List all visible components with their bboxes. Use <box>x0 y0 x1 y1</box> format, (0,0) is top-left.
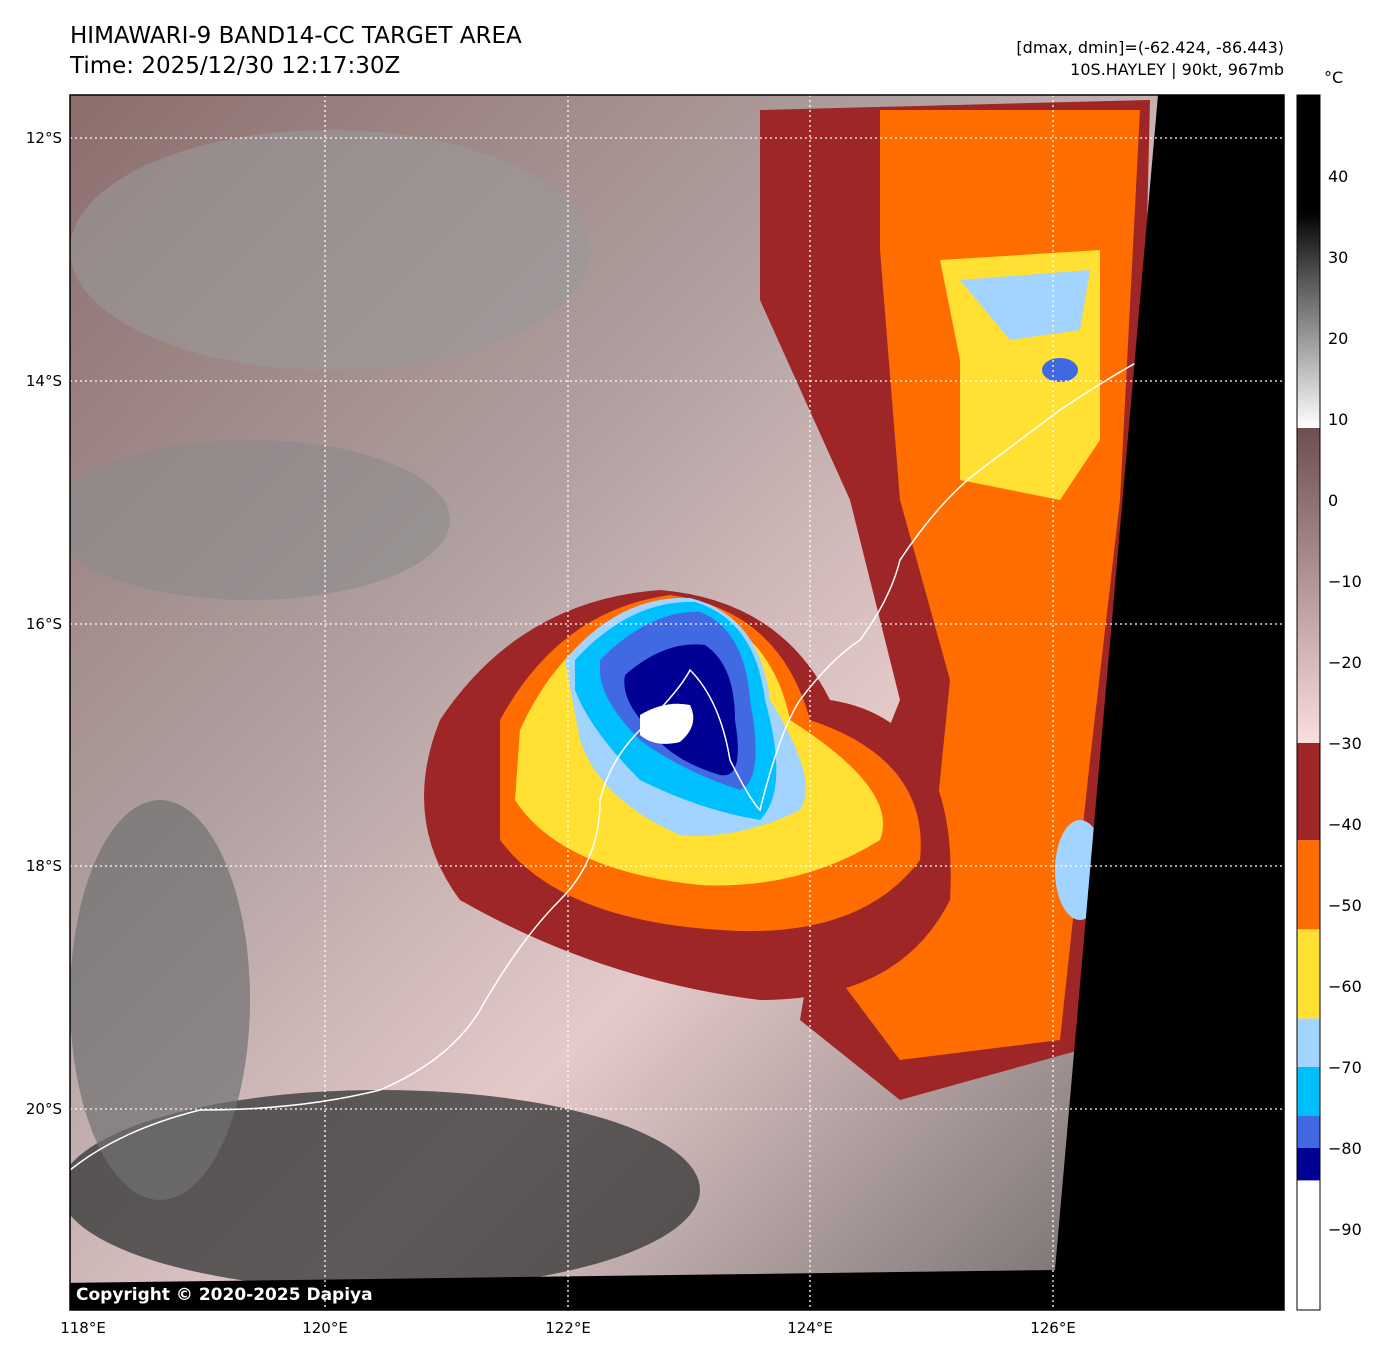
lon-label: 124°E <box>787 1319 833 1337</box>
temperature-range: [dmax, dmin]=(-62.424, -86.443) <box>1016 38 1284 57</box>
colorbar-grey-segment <box>1297 95 1320 428</box>
colorbar-unit: °C <box>1324 68 1344 87</box>
colorbar-segment <box>1297 1115 1320 1148</box>
colorbar-segment <box>1297 1067 1320 1116</box>
lon-label: 118°E <box>60 1319 106 1337</box>
lat-label: 16°S <box>26 615 62 633</box>
no-data-area <box>70 95 1284 1310</box>
grey-cloud-area <box>70 440 450 600</box>
colorbar-frame <box>1296 94 1321 1311</box>
colorbar-segment <box>1297 1018 1320 1067</box>
lat-label: 20°S <box>26 1100 62 1118</box>
colorbar-tick-label: 0 <box>1328 491 1338 510</box>
colorbar-tick-label: −60 <box>1328 977 1362 996</box>
colorbar-segment <box>1297 1148 1320 1181</box>
grey-cloud-area <box>70 130 590 370</box>
colorbar-tick-label: 40 <box>1328 167 1348 186</box>
colorbar-tick-label: −20 <box>1328 653 1362 672</box>
colorbar-segment <box>1297 1180 1320 1310</box>
colorbar-tick-label: −50 <box>1328 896 1362 915</box>
colorbar-tick-label: −70 <box>1328 1058 1362 1077</box>
colorbar-tick-label: −30 <box>1328 734 1362 753</box>
colorbar-segment <box>1297 929 1320 1019</box>
cold-cloud <box>1042 358 1078 382</box>
graticule <box>70 95 1284 1310</box>
colorbar <box>1296 94 1321 1311</box>
coastline <box>70 349 1281 1171</box>
colorbar-tick-label: 10 <box>1328 410 1348 429</box>
colorbar-segment <box>1297 840 1320 930</box>
coldest-cloud-tops <box>640 703 694 744</box>
chart-title: HIMAWARI-9 BAND14-CC TARGET AREA <box>70 23 522 49</box>
lon-label: 122°E <box>545 1319 591 1337</box>
grey-cloud-area <box>70 1090 700 1290</box>
lat-label: 14°S <box>26 372 62 390</box>
colorbar-ticks: 40 30 20 10 0 −10 −20 −30 −40 −50 −60 −70 −80 −90 <box>1328 167 1362 1239</box>
colorbar-tick-label: −40 <box>1328 815 1362 834</box>
lon-label: 126°E <box>1030 1319 1076 1337</box>
lat-label: 12°S <box>26 129 62 147</box>
copyright: Copyright © 2020-2025 Dapiya <box>76 1285 373 1305</box>
lat-label: 18°S <box>26 857 62 875</box>
colorbar-pink-segment <box>1297 428 1320 748</box>
timestamp: Time: 2025/12/30 12:17:30Z <box>70 53 401 79</box>
colorbar-tick-label: 20 <box>1328 329 1348 348</box>
lon-label: 120°E <box>302 1319 348 1337</box>
cold-cloud <box>960 270 1090 340</box>
storm-info: 10S.HAYLEY | 90kt, 967mb <box>1070 60 1284 79</box>
grey-cloud-area <box>70 800 250 1200</box>
colorbar-tick-label: −10 <box>1328 572 1362 591</box>
colorbar-tick-label: 30 <box>1328 248 1348 267</box>
map-frame <box>69 94 1285 1311</box>
colorbar-tick-label: −80 <box>1328 1139 1362 1158</box>
colorbar-tick-label: −90 <box>1328 1220 1362 1239</box>
colorbar-segment <box>1297 743 1320 841</box>
